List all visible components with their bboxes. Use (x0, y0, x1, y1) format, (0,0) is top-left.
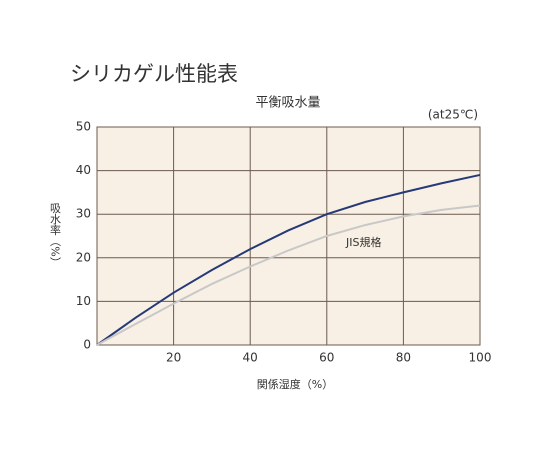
annotation: (at25℃) (428, 108, 478, 122)
y-tick-label: 10 (76, 294, 91, 308)
y-tick-label: 40 (76, 163, 91, 177)
y-tick-label: 30 (76, 207, 91, 221)
y-tick-label: 0 (83, 338, 91, 352)
series-label: JIS規格 (345, 235, 381, 249)
y-tick-label: 50 (76, 120, 91, 134)
plot-area (96, 126, 481, 346)
line-series (96, 173, 481, 346)
x-tick-label: 40 (243, 351, 258, 365)
x-axis-label: 関係湿度（%） (257, 377, 333, 391)
x-tick-label: 60 (319, 351, 334, 365)
chart-title: シリカゲル性能表 (70, 62, 238, 86)
x-tick-label: 100 (469, 351, 492, 365)
x-tick-label: 20 (166, 351, 181, 365)
y-axis-label: 吸水率（%） (49, 202, 62, 267)
chart-subtitle: 平衡吸水量 (255, 96, 320, 111)
line-series (96, 204, 481, 346)
x-tick-label: 80 (396, 351, 411, 365)
y-tick-label: 20 (76, 250, 91, 264)
